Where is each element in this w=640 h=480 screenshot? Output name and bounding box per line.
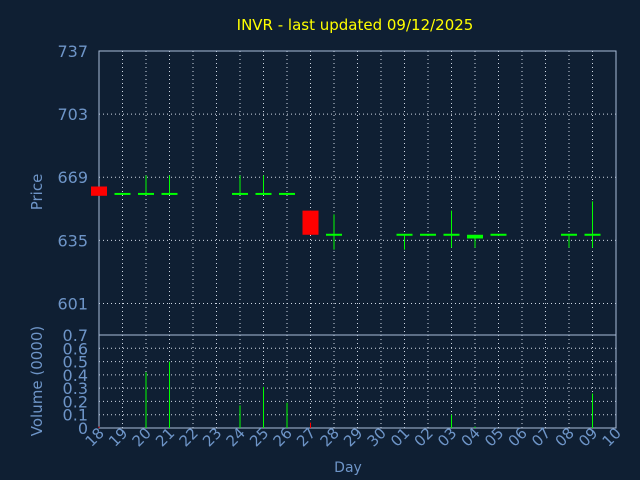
candle-body <box>420 233 436 236</box>
candle-20 <box>138 175 154 195</box>
volume-y-tick-label: 0.4 <box>63 366 88 385</box>
price-y-tick-label: 703 <box>57 105 88 124</box>
price-gridlines <box>99 51 616 335</box>
volume-y-tick-label: 0.6 <box>63 339 88 358</box>
candle-body <box>561 233 577 236</box>
volume-y-tick-label: 0.3 <box>63 379 88 398</box>
price-y-tick-label: 601 <box>57 294 88 313</box>
price-y-tick-label: 737 <box>57 42 88 61</box>
candle-body <box>396 233 413 236</box>
volume-y-tick-label: 0 <box>78 419 88 438</box>
candle-27 <box>302 210 319 235</box>
candle-08 <box>561 233 577 248</box>
volume-plot-frame <box>98 334 617 429</box>
candle-19 <box>114 192 131 195</box>
candle-09 <box>584 201 601 248</box>
volume-axis-label: Volume (0000) <box>28 326 46 436</box>
volume-bars <box>98 361 593 428</box>
candle-body <box>443 233 460 236</box>
candle-04 <box>467 234 483 248</box>
candle-body <box>161 192 178 195</box>
x-axis-label: Day <box>334 460 362 476</box>
candle-body <box>279 192 295 195</box>
price-y-tick-label: 669 <box>57 168 88 187</box>
volume-y-tick-label: 0.2 <box>63 392 88 411</box>
chart-title: INVR - last updated 09/12/2025 <box>237 16 474 34</box>
price-y-tick-labels: 601 635 669 703 737 <box>57 42 88 313</box>
volume-y-tick-label: 0.5 <box>63 353 88 372</box>
candle-21 <box>161 175 178 195</box>
candle-body <box>584 233 601 236</box>
volume-y-tick-label: 0.1 <box>63 406 88 425</box>
candle-body <box>490 233 507 236</box>
candle-body <box>91 186 107 196</box>
candle-02 <box>420 233 436 236</box>
candle-body <box>467 234 483 239</box>
price-y-tick-label: 635 <box>57 231 88 250</box>
candle-body <box>114 192 131 195</box>
candle-03 <box>443 210 460 248</box>
candle-24 <box>232 175 248 195</box>
price-candles <box>91 175 601 250</box>
volume-y-tick-labels: 00.10.20.30.40.50.60.7 <box>63 326 88 438</box>
candle-body <box>326 233 342 236</box>
volume-y-tick-label: 0.7 <box>63 326 88 345</box>
candle-body <box>232 192 248 195</box>
x-tick-labels: 1819202122232425262728293001020304050607… <box>82 424 625 450</box>
candle-25 <box>255 175 272 195</box>
candle-28 <box>326 214 342 250</box>
candle-18 <box>91 186 107 196</box>
candle-01 <box>396 233 413 250</box>
candle-body <box>302 210 319 235</box>
candle-26 <box>279 192 295 195</box>
candle-05 <box>490 233 507 236</box>
price-axis-label: Price <box>28 174 46 211</box>
candle-body <box>255 192 272 195</box>
candle-body <box>138 192 154 195</box>
